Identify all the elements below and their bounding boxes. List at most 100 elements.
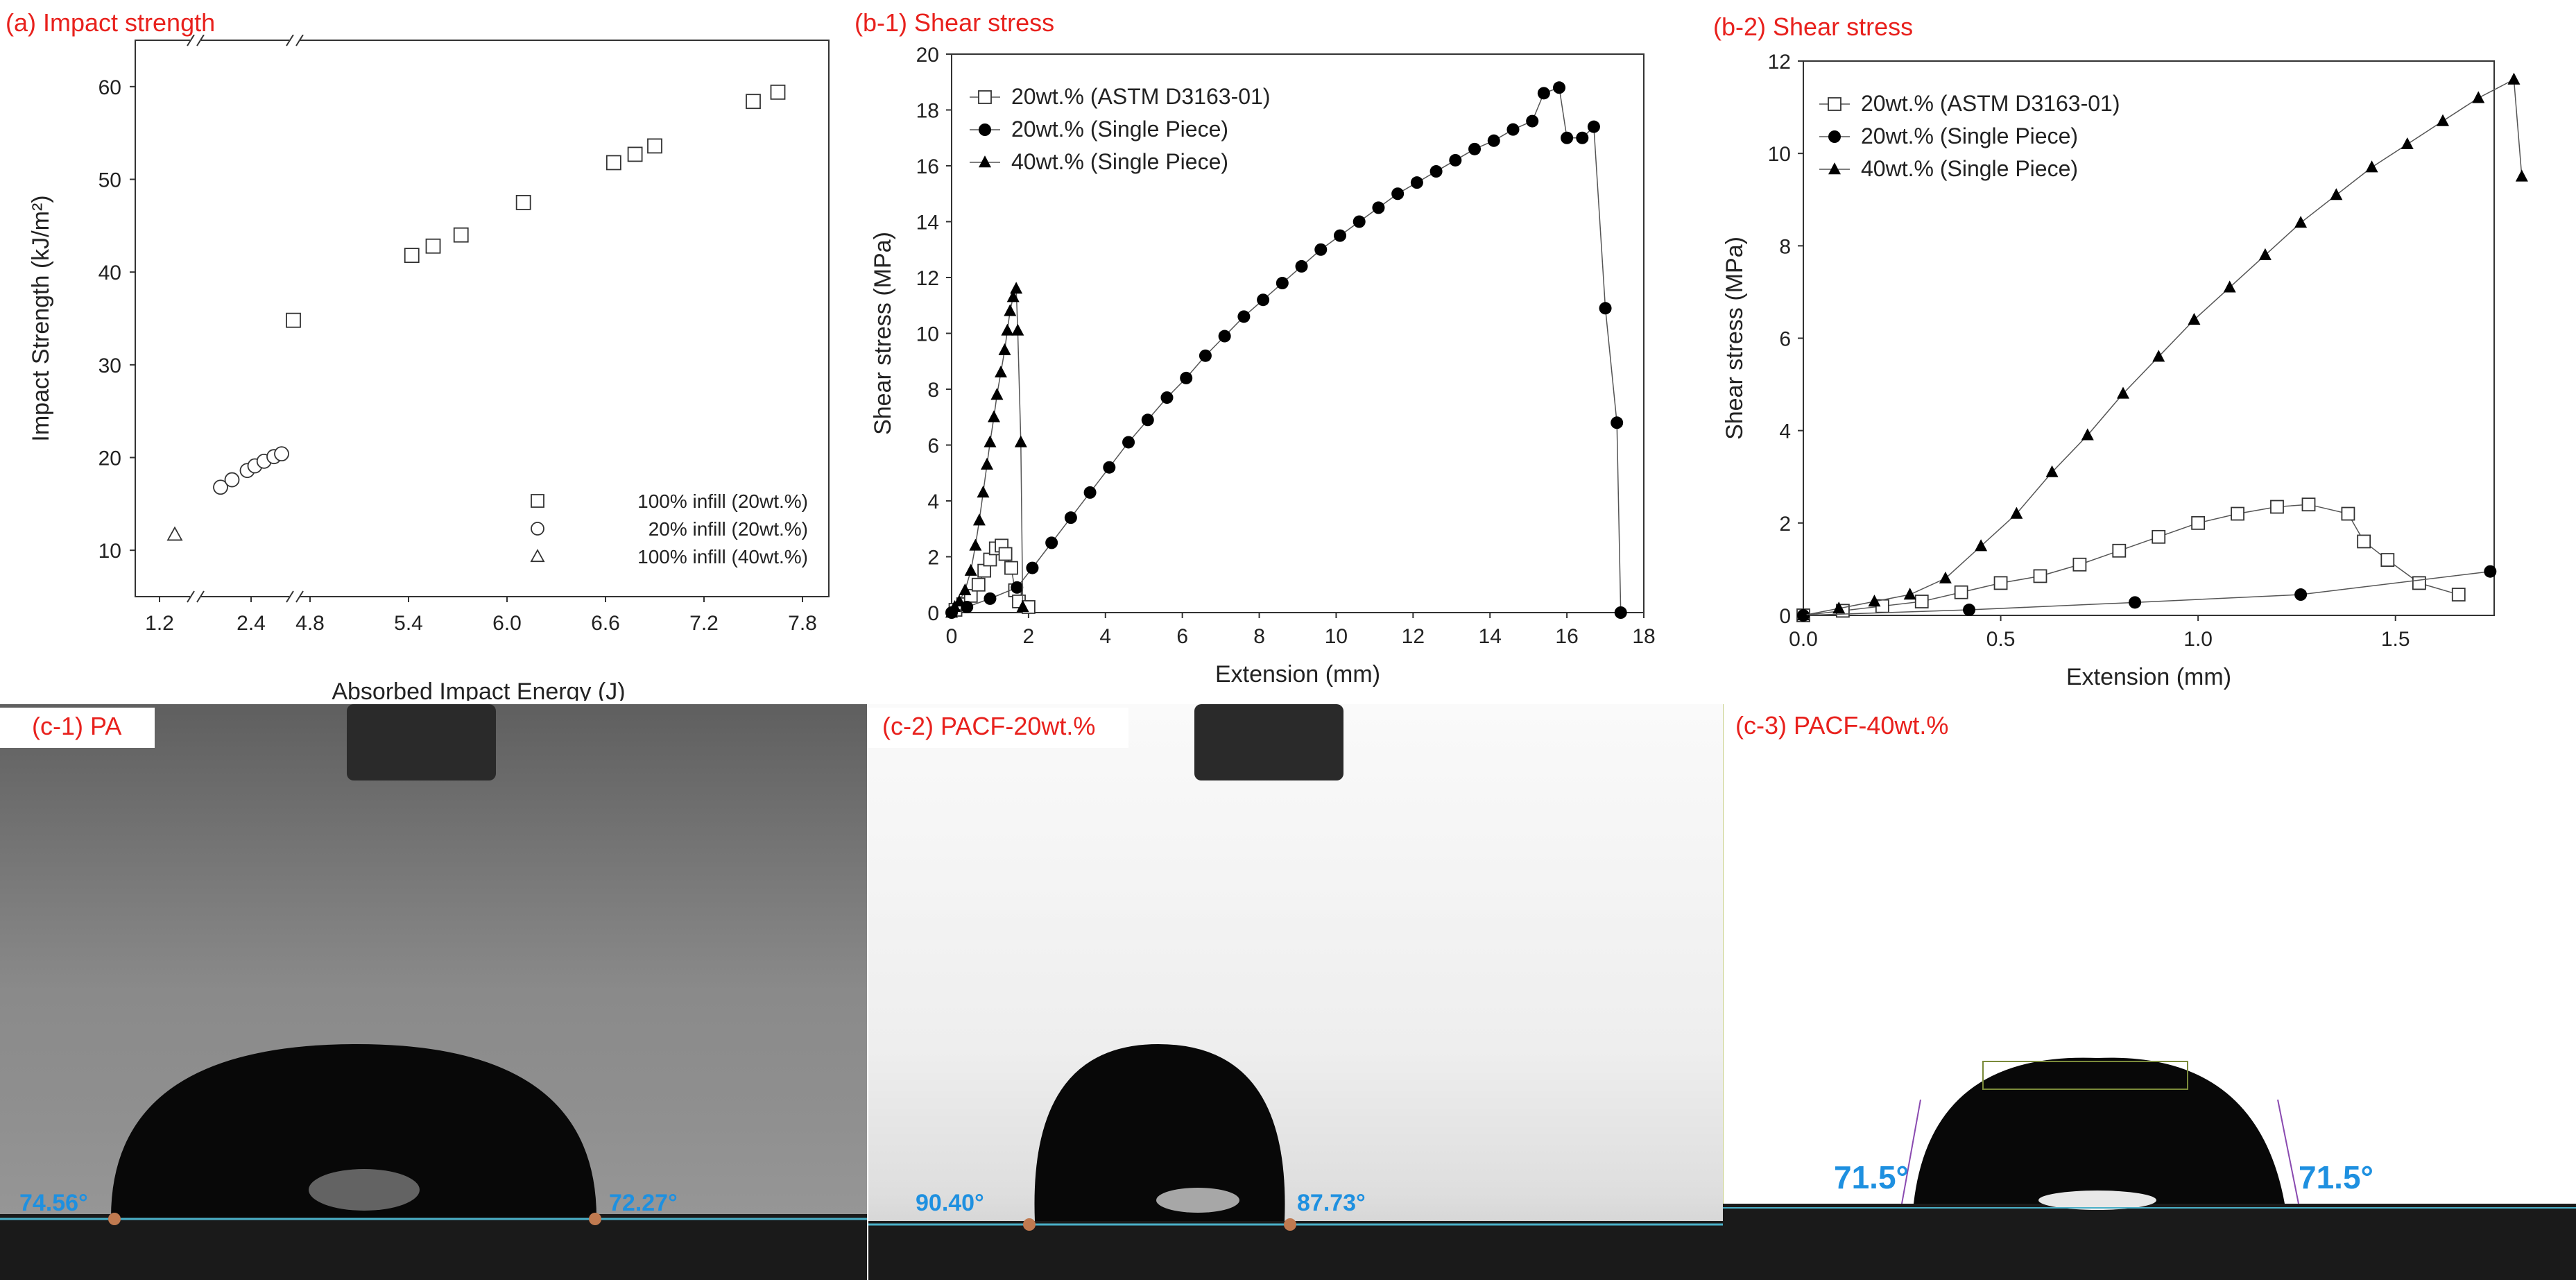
legend-label: 20wt.% (ASTM D3163-01) [1011, 84, 1270, 109]
x-tick-label: 4.8 [295, 612, 325, 635]
data-point [2484, 565, 2497, 578]
y-tick-label: 10 [1768, 143, 1791, 166]
x-tick-label: 1.2 [145, 612, 174, 635]
data-point [959, 583, 972, 595]
data-point [2507, 72, 2521, 85]
data-point [1587, 120, 1600, 133]
y-tick-label: 10 [916, 323, 939, 346]
y-tick-label: 12 [1768, 51, 1791, 74]
y-tick-label: 4 [927, 490, 939, 513]
y-tick-label: 20 [916, 44, 939, 67]
legend-marker [1828, 97, 1841, 111]
data-point [1122, 436, 1135, 449]
data-point [2045, 465, 2059, 477]
data-point [2380, 553, 2395, 567]
plot-frame [135, 40, 830, 597]
panel-label-c3: (c-3) PACF-40wt.% [1735, 711, 1949, 740]
data-point [2365, 160, 2378, 173]
data-point [224, 472, 240, 488]
x-axis-break-left-top-2 [196, 35, 205, 46]
droplet [1034, 1044, 1285, 1221]
data-point [2515, 169, 2528, 182]
x-tick-label: 10 [1325, 625, 1348, 648]
legend-label: 20wt.% (Single Piece) [1861, 123, 2078, 148]
x-tick-label: 12 [1402, 625, 1425, 648]
data-point [2401, 137, 2414, 150]
data-point [2072, 557, 2087, 572]
data-point [1868, 595, 1881, 607]
data-point [2341, 506, 2355, 521]
panel-label-c1: (c-1) PA [0, 708, 155, 748]
data-point [981, 457, 994, 470]
data-point [1506, 123, 1520, 136]
data-point [1218, 330, 1231, 343]
substrate [1723, 1204, 2576, 1280]
contact-angle-photo-pa: (c-1) PA 74.56° 72.27° [0, 704, 867, 1280]
data-point [2451, 588, 2466, 601]
legend-label: 100% infill (20wt.%) [637, 490, 808, 512]
data-point [969, 538, 982, 551]
tangent-line-left [1901, 1099, 1921, 1204]
data-point [1487, 134, 1500, 147]
series-line [1803, 78, 2523, 616]
legend-marker [1828, 162, 1841, 175]
droplet [1914, 1057, 2285, 1204]
data-point [166, 526, 183, 541]
y-tick-label: 0 [927, 602, 939, 625]
legend-label: 20% infill (20wt.%) [649, 518, 808, 540]
contact-point-right [1284, 1218, 1296, 1231]
shear-stress-full-chart: 0 2 4 6 8 10 12 14 16 18 0 2 4 6 8 10 12 14 16 18 20 20wt.% (… [870, 44, 1656, 688]
angle-left-pa: 74.56° [19, 1190, 88, 1216]
y-axis-label: Shear stress (MPa) [870, 232, 896, 435]
angle-right-pacf20: 87.73° [1297, 1190, 1366, 1216]
data-point [1180, 371, 1193, 384]
x-tick-label: 8 [1253, 625, 1265, 648]
data-point [2117, 386, 2130, 399]
x-axis-label: Extension (mm) [1215, 661, 1380, 688]
y-tick-label: 4 [1779, 420, 1791, 443]
x-tick-label: 0.0 [1789, 628, 1818, 651]
legend-label: 40wt.% (Single Piece) [1861, 156, 2078, 181]
data-point [1611, 416, 1624, 429]
data-point [2412, 576, 2426, 590]
data-point [213, 479, 228, 495]
droplet-highlight [309, 1169, 420, 1211]
data-point [1064, 511, 1077, 524]
data-point [971, 577, 986, 592]
data-point [1004, 304, 1017, 316]
data-point [1914, 595, 1929, 608]
needle-icon [347, 704, 496, 780]
data-point [1276, 277, 1289, 290]
droplet-drawing-pa [0, 704, 867, 1280]
y-axis-label: Shear stress (MPa) [1721, 237, 1748, 440]
tangent-line-right [2277, 1099, 2299, 1204]
data-point [2437, 114, 2450, 126]
contact-point-right [589, 1213, 601, 1225]
legend-marker [531, 522, 544, 536]
data-point [1832, 601, 1846, 614]
x-tick-label: 2 [1023, 625, 1035, 648]
y-tick-label: 8 [927, 379, 939, 402]
data-point [984, 435, 997, 447]
data-point [998, 343, 1011, 355]
y-tick-label: 6 [927, 435, 939, 458]
angle-right-pa: 72.27° [609, 1190, 678, 1216]
data-point [1083, 486, 1097, 499]
x-tick-label: 6.6 [591, 612, 620, 635]
data-point [425, 238, 441, 254]
data-point [515, 195, 531, 210]
data-point [2152, 350, 2165, 362]
x-tick-label: 7.8 [788, 612, 817, 635]
data-point [1391, 187, 1405, 200]
data-point [2191, 515, 2206, 530]
data-point [1561, 131, 1574, 144]
needle-icon [1194, 704, 1343, 780]
data-point [1468, 142, 1482, 155]
data-point [1160, 391, 1174, 404]
y-tick-label: 2 [1779, 513, 1791, 536]
legend-label: 20wt.% (ASTM D3163-01) [1861, 91, 2120, 116]
data-point [972, 513, 986, 526]
data-point [2081, 428, 2094, 441]
data-point [647, 138, 662, 154]
contact-point-left [1023, 1218, 1036, 1231]
